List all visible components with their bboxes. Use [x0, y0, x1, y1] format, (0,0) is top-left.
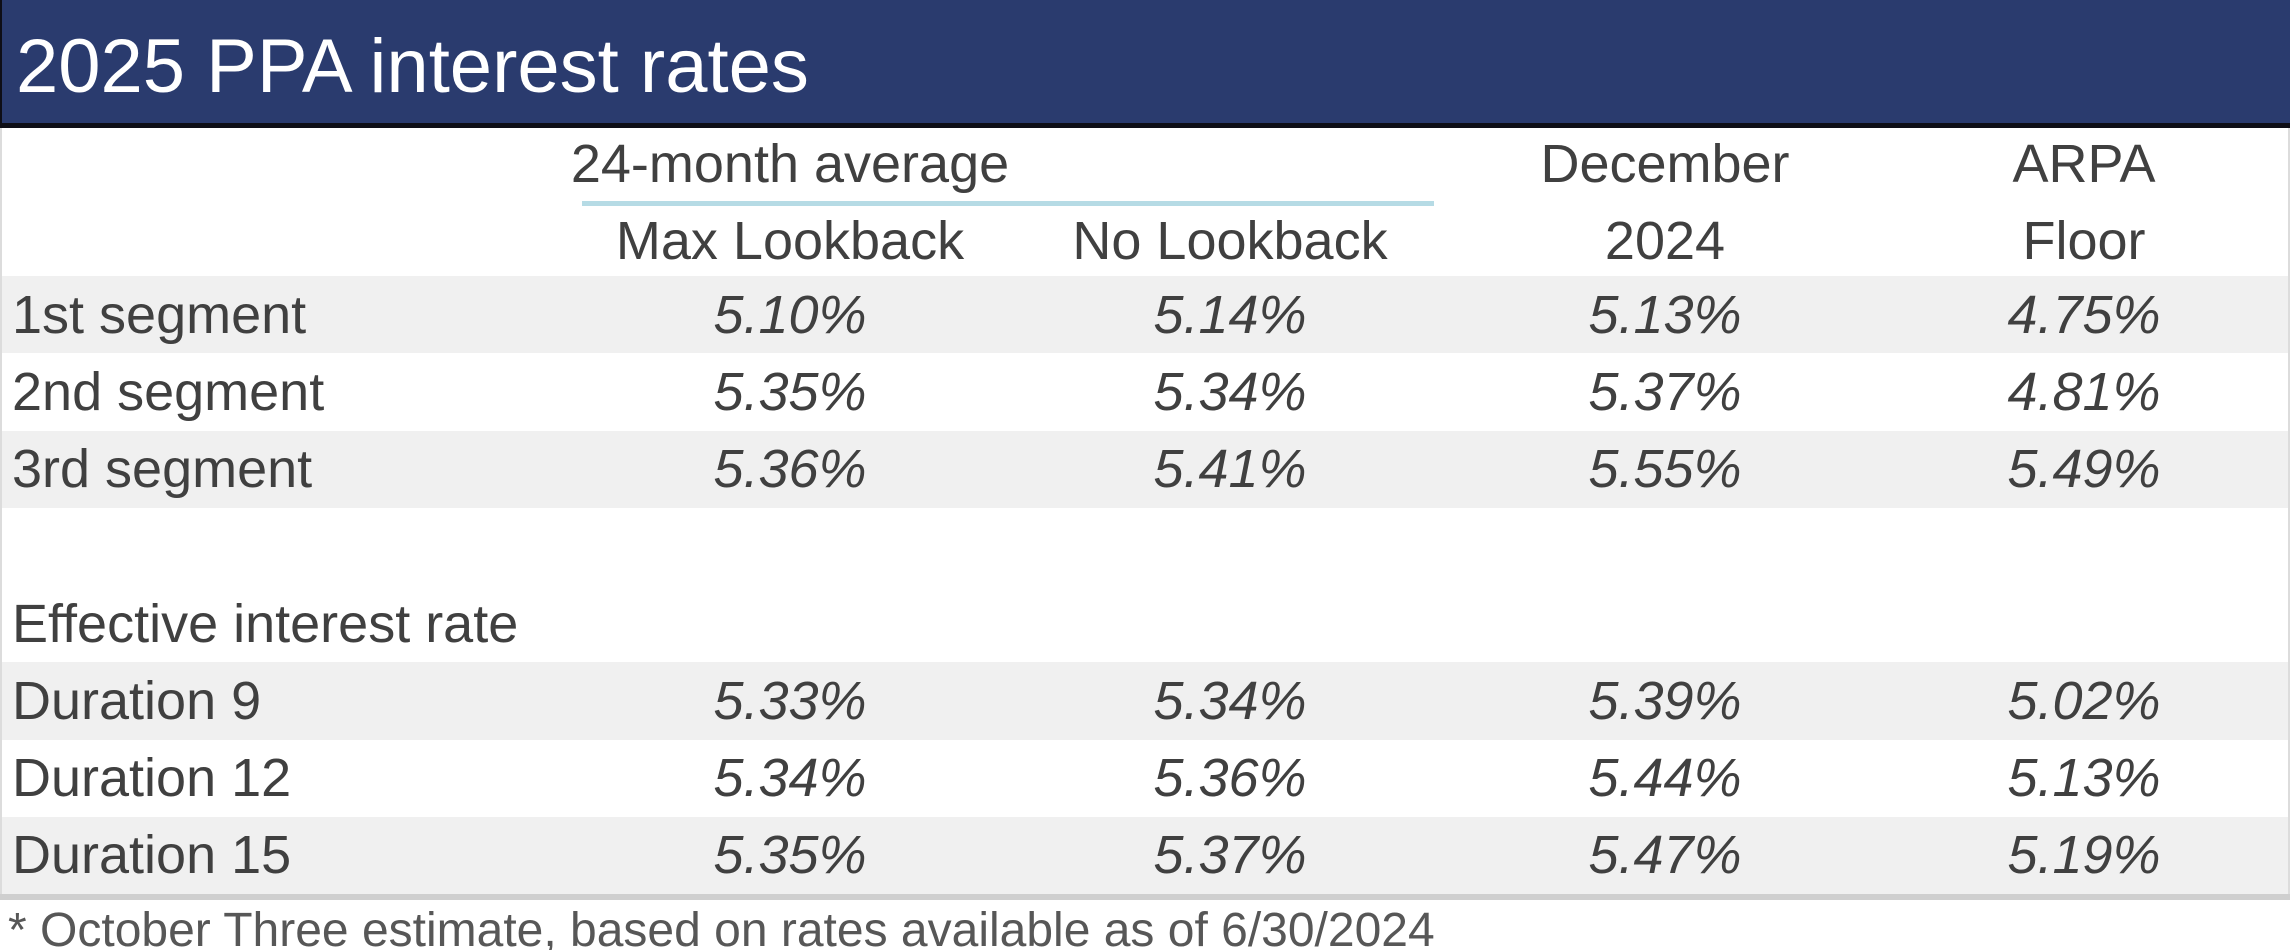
table-row-3rd-segment: 3rd segment 5.36% 5.41% 5.55% 5.49%	[2, 430, 2288, 508]
cell-value: 5.55%	[1588, 439, 1742, 500]
cell-value: 5.02%	[2007, 670, 2161, 731]
table-row-effective-interest-rate: Effective interest rate	[2, 585, 2288, 662]
row-label: Duration 9	[12, 670, 262, 731]
row-label: Duration 15	[12, 825, 292, 886]
column-group-label: 24-month average	[570, 134, 1010, 194]
cell-value: 5.34%	[1153, 361, 1307, 422]
cell-value: 5.44%	[1588, 748, 1742, 809]
cell-value: 5.37%	[1588, 361, 1742, 422]
column-header-no-lookback: No Lookback	[1072, 210, 1388, 271]
cell-value: 5.13%	[2007, 748, 2161, 809]
cell-value: 5.36%	[713, 439, 867, 500]
table-row-duration-15: Duration 15 5.35% 5.37% 5.47% 5.19%	[2, 816, 2288, 894]
row-label: Duration 12	[12, 748, 292, 809]
cell-value: 5.41%	[1153, 439, 1307, 500]
row-label: 1st segment	[12, 284, 307, 345]
cell-value: 5.13%	[1588, 284, 1742, 345]
header-row-1: 24-month average December ARPA	[2, 128, 2288, 200]
table-body: 1st segment 5.10% 5.14% 5.13% 4.75% 2nd …	[2, 276, 2288, 894]
group-underline-rule	[582, 201, 1434, 206]
title-bar: 2025 PPA interest rates	[0, 0, 2290, 128]
cell-value: 5.33%	[713, 670, 867, 731]
row-label: 3rd segment	[12, 439, 313, 500]
cell-value: 5.19%	[2007, 825, 2161, 886]
footnote-area: * October Three estimate, based on rates…	[0, 900, 2290, 950]
row-label: 2nd segment	[12, 361, 325, 422]
column-header-december-line1: December	[1540, 134, 1790, 194]
table-row-blank	[2, 508, 2288, 585]
cell-value: 5.10%	[713, 284, 867, 345]
table-row-duration-9: Duration 9 5.33% 5.34% 5.39% 5.02%	[2, 662, 2288, 740]
cell-value: 5.35%	[713, 825, 867, 886]
cell-value: 4.75%	[2007, 284, 2161, 345]
cell-value: 5.14%	[1153, 284, 1307, 345]
cell-value: 5.49%	[2007, 439, 2161, 500]
cell-value: 5.36%	[1153, 748, 1307, 809]
cell-value: 5.34%	[1153, 670, 1307, 731]
cell-value: 5.37%	[1153, 825, 1307, 886]
footnote: * October Three estimate, based on rates…	[8, 903, 1435, 950]
cell-value: 5.35%	[713, 361, 867, 422]
table-row-2nd-segment: 2nd segment 5.35% 5.34% 5.37% 4.81%	[2, 353, 2288, 430]
page-title: 2025 PPA interest rates	[16, 24, 809, 109]
column-header-arpa-line1: ARPA	[2012, 134, 2156, 194]
table-row-1st-segment: 1st segment 5.10% 5.14% 5.13% 4.75%	[2, 276, 2288, 354]
cell-value: 5.47%	[1588, 825, 1742, 886]
column-header-max-lookback: Max Lookback	[615, 210, 965, 271]
column-group-24-month-average: 24-month average	[570, 133, 1010, 195]
cell-value: 4.81%	[2007, 361, 2161, 422]
section-label: Effective interest rate	[12, 593, 519, 654]
cell-value: 5.34%	[713, 748, 867, 809]
table-row-duration-12: Duration 12 5.34% 5.36% 5.44% 5.13%	[2, 740, 2288, 817]
column-header-arpa-line2: Floor	[2022, 210, 2146, 271]
rates-table: 24-month average December ARPA Max Lookb…	[0, 128, 2290, 894]
cell-value: 5.39%	[1588, 670, 1742, 731]
column-header-december-line2: 2024	[1604, 210, 1726, 271]
header-row-2: Max Lookback No Lookback 2024 Floor	[2, 205, 2288, 276]
bottom-divider	[0, 894, 2290, 900]
table-header: 24-month average December ARPA Max Lookb…	[2, 128, 2288, 276]
